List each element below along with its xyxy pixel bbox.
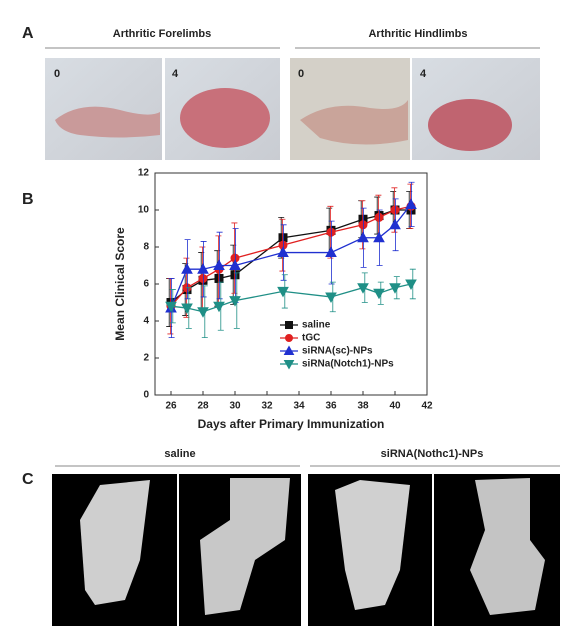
ct-images [52,474,560,626]
marker [229,296,241,307]
legend-label: tGC [302,333,320,344]
marker [277,246,289,258]
marker [373,231,385,243]
marker [325,246,337,258]
marker [229,259,241,270]
marker [165,301,177,313]
paw [428,99,512,151]
x-tick-label: 32 [261,401,273,412]
marker [198,273,208,283]
bone [470,478,545,615]
x-tick-label: 26 [165,401,177,412]
panel-letter: B [22,191,34,208]
y-tick-label: 10 [138,205,150,216]
bone [335,480,410,610]
marker [357,283,369,294]
x-tick-label: 36 [325,401,337,412]
marker [230,270,240,280]
panel-title: Arthritic Forelimbs [113,28,211,40]
y-tick-label: 2 [143,353,149,364]
paw [55,106,160,138]
marker [197,263,209,274]
x-tick-label: 34 [293,401,305,412]
bone [200,478,290,615]
marker [213,301,225,313]
legend-marker [285,321,293,329]
y-tick-label: 12 [138,168,150,179]
legend-marker [283,360,295,370]
paw [180,88,270,148]
y-tick-label: 4 [143,316,149,327]
y-tick-label: 8 [143,242,149,253]
x-tick-label: 30 [229,401,241,412]
panel-letter: C [22,471,34,488]
series-line [170,209,411,304]
x-tick-label: 28 [197,401,209,412]
marker [373,288,385,300]
marker [405,279,417,291]
marker [325,292,337,303]
marker [278,233,288,243]
marker [390,205,400,215]
marker [213,259,225,270]
marker [389,218,401,230]
x-tick-label: 38 [357,401,369,412]
panel-title: Arthritic Hindlimbs [368,28,467,40]
x-tick-label: 42 [421,401,433,412]
y-tick-label: 0 [143,390,149,401]
chart: 0 2 4 6 8 10 12 26 28 30 32 34 36 38 40 42 Days after Pr… [113,168,433,432]
legend-label: saline [302,320,331,331]
day-label: 4 [420,68,427,80]
marker [389,283,401,294]
day-label: 0 [298,68,304,80]
marker [277,286,289,298]
marker [374,212,384,222]
x-axis-label: Days after Primary Immunization [198,417,385,431]
marker [181,263,193,274]
legend-label: siRNa(Notch1)-NPs [302,359,394,370]
legend-marker [285,334,293,342]
panel-title: siRNA(Nothc1)-NPs [381,448,484,460]
marker [358,220,368,230]
paw [300,100,408,145]
marker [405,198,417,209]
day-label: 0 [54,68,60,80]
marker [214,273,224,283]
legend-label: siRNA(sc)-NPs [302,346,373,357]
marker [197,307,209,318]
day-label: 4 [172,68,179,80]
panel-letter: A [22,25,34,42]
bone [80,480,150,605]
x-tick-label: 40 [389,401,401,412]
panel-title: saline [164,448,195,460]
y-tick-label: 6 [143,279,149,290]
legend-marker [283,345,295,355]
marker [181,303,193,315]
marker [357,231,369,243]
y-axis-label: Mean Clinical Score [113,227,127,341]
marker [326,227,336,237]
photos [45,58,540,160]
